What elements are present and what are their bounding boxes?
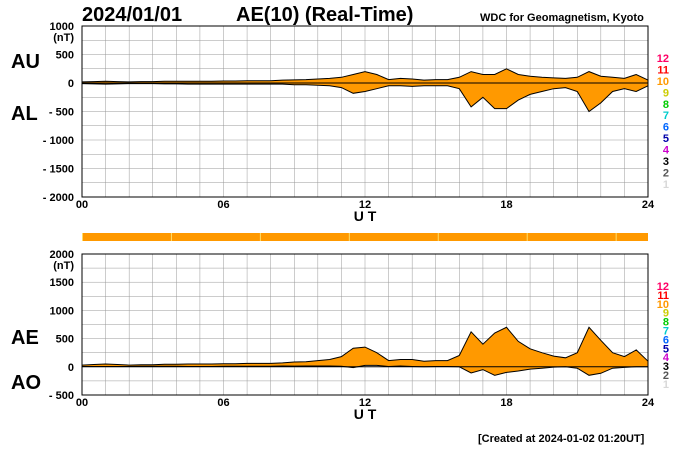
au-series-line — [81, 68, 649, 83]
y-tick-label: 1500 — [50, 277, 74, 289]
unit-label: (nT) — [53, 260, 74, 272]
au-label: AU — [11, 51, 40, 73]
strip-gap-mark — [615, 233, 617, 241]
x-tick-label: 00 — [76, 199, 88, 211]
station-count-11: 11 — [657, 64, 669, 76]
station-count-10: 10 — [657, 76, 669, 88]
chart-title: AE(10) (Real-Time) — [236, 4, 414, 26]
station-count-2: 2 — [663, 370, 669, 382]
station-count-2: 2 — [663, 167, 669, 179]
x-tick-label: 06 — [217, 199, 229, 211]
y-tick-label: 0 — [68, 78, 74, 90]
x-tick-label: 18 — [500, 199, 512, 211]
x-axis-label: U T — [354, 406, 377, 422]
ae-label: AE — [11, 327, 39, 349]
y-tick-label: - 2000 — [43, 192, 74, 204]
x-tick-label: 12 — [359, 397, 371, 409]
x-tick-label: 24 — [642, 397, 655, 409]
unit-label: (nT) — [53, 32, 74, 44]
y-tick-label: 1000 — [50, 305, 74, 317]
y-tick-label: - 1000 — [43, 135, 74, 147]
ae-series-line — [81, 326, 649, 366]
y-tick-label: 1000 — [50, 21, 74, 33]
au-al-plot-frame — [81, 25, 649, 198]
x-tick-label: 24 — [642, 199, 655, 211]
ao-label: AO — [11, 372, 41, 394]
y-tick-label: 0 — [68, 362, 74, 374]
station-count-11: 11 — [657, 290, 669, 302]
strip-gap-mark — [259, 233, 261, 241]
strip-gap-mark — [170, 233, 172, 241]
al-series-line — [81, 83, 649, 113]
x-tick-label: 18 — [500, 397, 512, 409]
strip-gap-mark — [437, 233, 439, 241]
station-count-6: 6 — [663, 122, 669, 134]
y-tick-label: 500 — [56, 50, 74, 62]
station-count-1: 1 — [663, 179, 669, 191]
x-axis-label: U T — [354, 208, 377, 224]
station-count-1: 1 — [663, 379, 669, 391]
au-al-fill-area — [82, 68, 648, 112]
station-count-4: 4 — [663, 145, 670, 157]
ae-ao-fill-area — [82, 327, 648, 376]
y-tick-label: - 500 — [49, 107, 74, 119]
station-count-3: 3 — [663, 156, 669, 168]
station-count-8: 8 — [663, 99, 669, 111]
station-count-7: 7 — [663, 325, 669, 337]
station-count-12: 12 — [657, 281, 669, 293]
y-tick-label: - 500 — [49, 390, 74, 402]
strip-gap-mark — [82, 233, 83, 241]
station-count-5: 5 — [663, 133, 669, 145]
station-count-9: 9 — [663, 308, 669, 320]
al-label: AL — [11, 103, 38, 125]
x-tick-label: 00 — [76, 397, 88, 409]
ae-ao-plot-frame — [81, 253, 649, 396]
x-tick-label: 06 — [217, 397, 229, 409]
station-count-10: 10 — [657, 299, 669, 311]
station-count-7: 7 — [663, 110, 669, 122]
organization-label: WDC for Geomagnetism, Kyoto — [480, 12, 644, 24]
y-tick-label: 2000 — [50, 249, 74, 261]
chart-date: 2024/01/01 — [82, 4, 183, 26]
station-count-strip — [82, 233, 648, 241]
station-count-9: 9 — [663, 87, 669, 99]
station-count-8: 8 — [663, 317, 669, 329]
station-count-3: 3 — [663, 361, 669, 373]
created-timestamp: [Created at 2024-01-02 01:20UT] — [478, 433, 645, 445]
strip-gap-mark — [348, 233, 350, 241]
station-count-5: 5 — [663, 343, 669, 355]
x-tick-label: 12 — [359, 199, 371, 211]
strip-gap-mark — [526, 233, 528, 241]
station-count-12: 12 — [657, 53, 669, 65]
y-tick-label: 500 — [56, 334, 74, 346]
station-count-4: 4 — [663, 352, 670, 364]
station-count-6: 6 — [663, 334, 669, 346]
y-tick-label: - 1500 — [43, 164, 74, 176]
